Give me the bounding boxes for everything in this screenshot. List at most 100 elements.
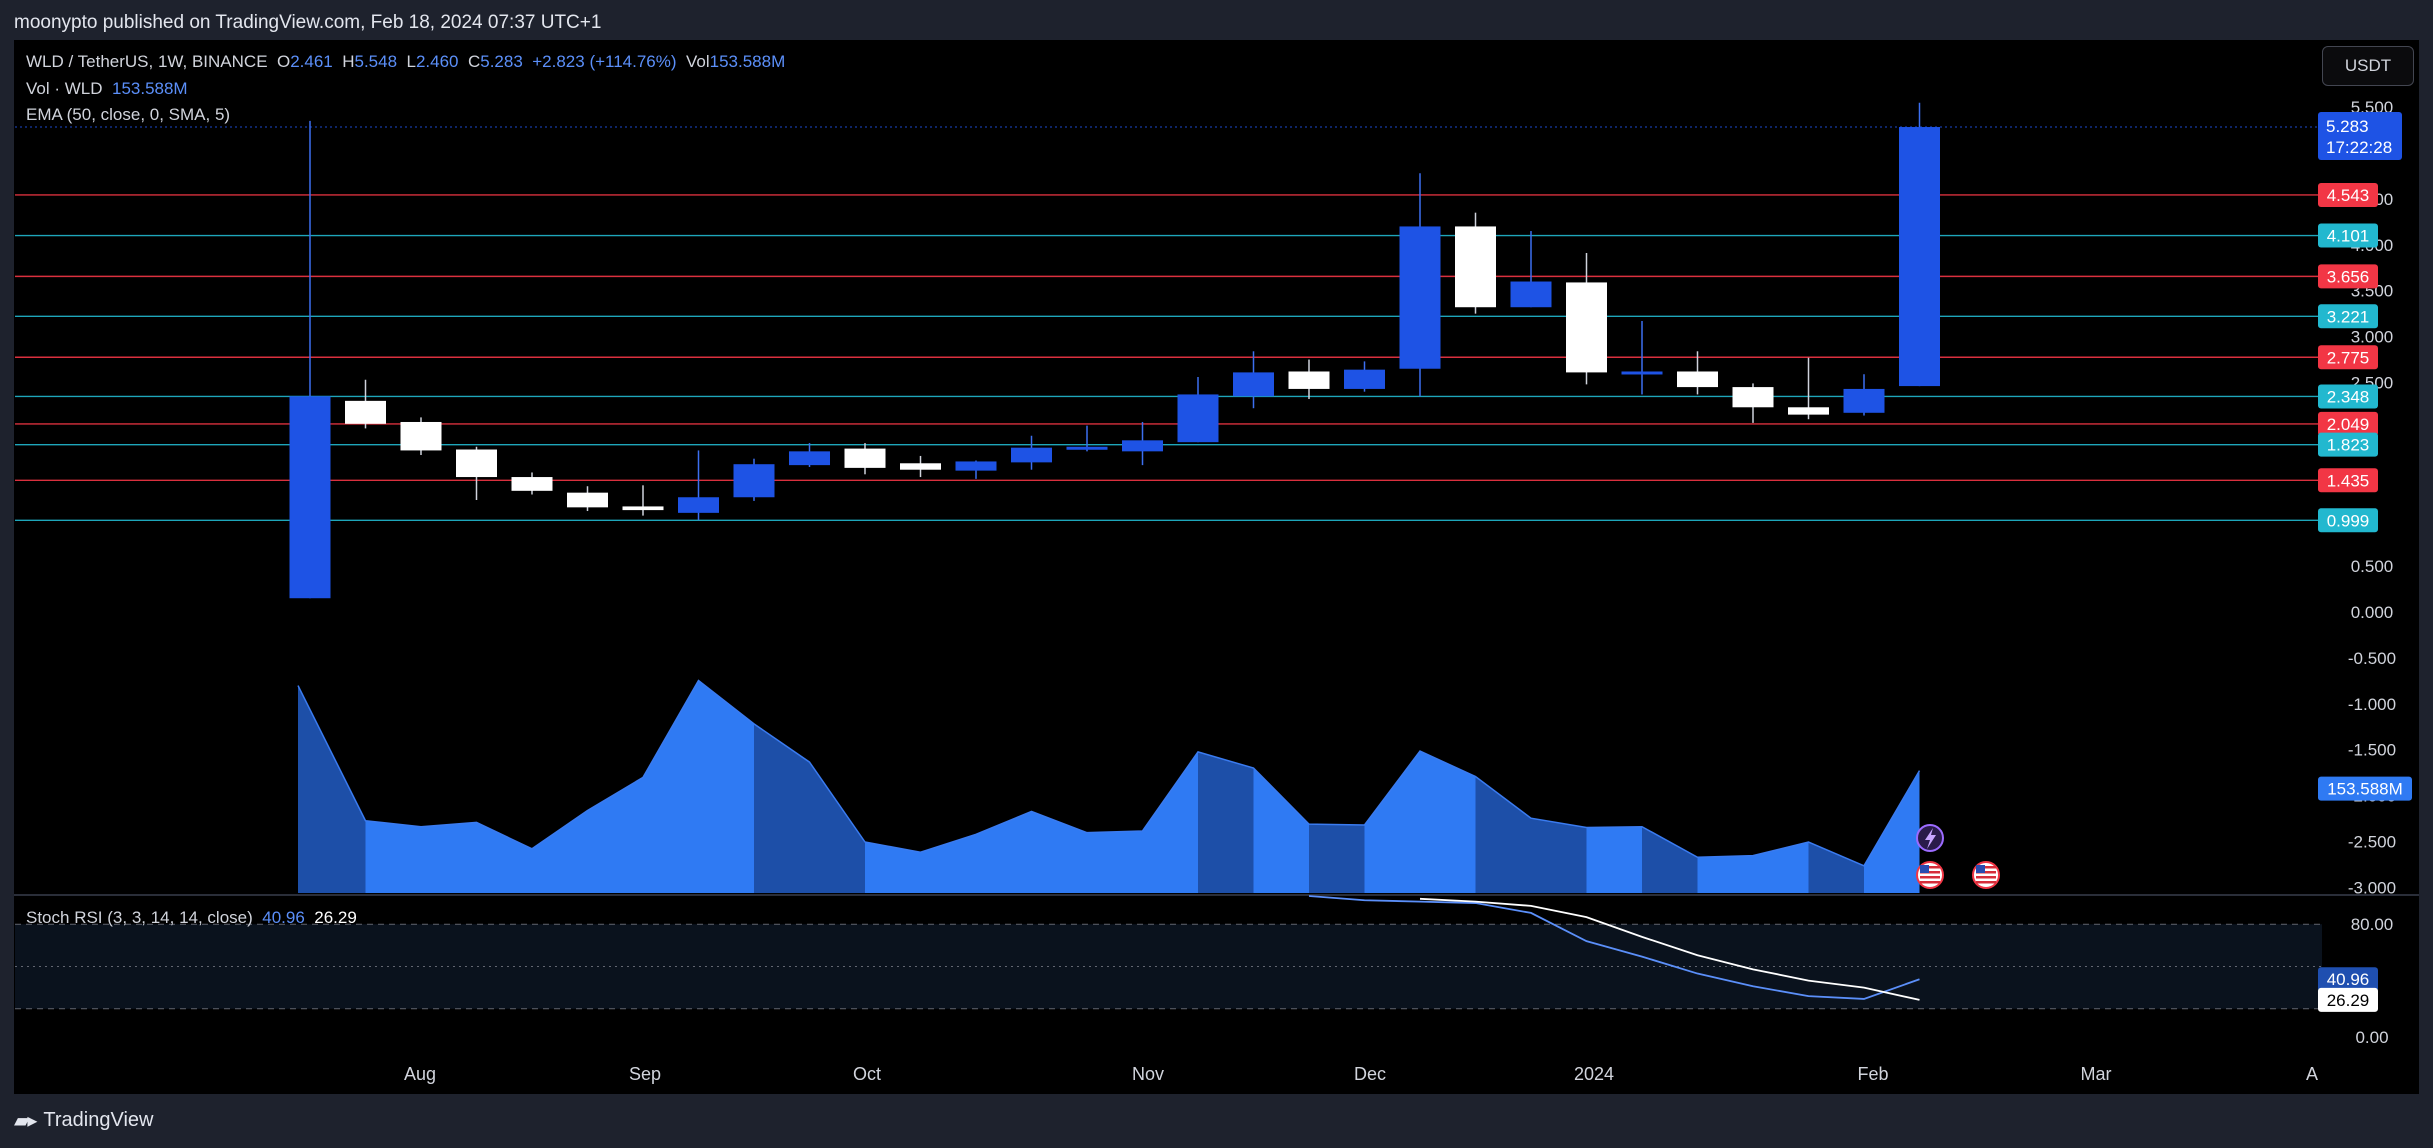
time-label-5: 2024 xyxy=(1574,1064,1614,1084)
candle-body-19 xyxy=(1344,369,1385,389)
candle-27 xyxy=(1788,357,1829,420)
volume-segment-1 xyxy=(365,820,421,893)
high-label: H xyxy=(342,52,355,71)
candle-body-3 xyxy=(456,449,497,478)
stoch-d-line xyxy=(1419,897,1920,1001)
level-tag-text-4: 2.775 xyxy=(2327,348,2370,367)
time-label-7: Mar xyxy=(2081,1064,2112,1084)
volume-segment-18 xyxy=(1309,824,1365,893)
candle-29 xyxy=(1899,102,1940,387)
candle-body-1 xyxy=(345,400,386,424)
level-tag-5: 2.348 xyxy=(2318,384,2378,409)
stoch-d-tag-bg xyxy=(2318,987,2378,1012)
stoch-tick-1: 0.00 xyxy=(2355,1028,2388,1047)
time-label-6: Feb xyxy=(1857,1064,1888,1084)
event-markers xyxy=(1916,824,2000,889)
candle-14 xyxy=(1066,425,1108,452)
level-tag-text-7: 1.823 xyxy=(2327,436,2370,455)
candle-17 xyxy=(1233,351,1274,409)
level-tag-7: 1.823 xyxy=(2318,432,2378,457)
volume-segment-7 xyxy=(698,680,754,893)
price-tick-13: -2.500 xyxy=(2348,833,2396,852)
candle-1 xyxy=(345,379,386,429)
volume-segment-25 xyxy=(1697,855,1753,893)
candle-body-14 xyxy=(1066,446,1108,450)
volume-segment-8 xyxy=(754,723,810,893)
stoch-d-tag-text: 26.29 xyxy=(2327,991,2370,1010)
level-tag-text-9: 0.999 xyxy=(2327,511,2370,530)
candle-body-20 xyxy=(1399,226,1441,369)
time-label-4: Dec xyxy=(1354,1064,1386,1084)
candle-body-22 xyxy=(1510,281,1552,308)
lightning-icon xyxy=(1916,824,1944,852)
candle-9 xyxy=(789,443,830,467)
candle-body-25 xyxy=(1677,371,1718,388)
volume-value: 153.588M xyxy=(709,52,786,71)
symbol-legend: WLD / TetherUS, 1W, BINANCE O2.461 H5.54… xyxy=(26,52,785,72)
candle-11 xyxy=(900,455,941,478)
level-tag-bg-8 xyxy=(2318,468,2378,493)
time-label-8: A xyxy=(2306,1064,2318,1084)
us-flag-icon-1 xyxy=(1972,861,2000,889)
us-flag-icon-0-stripe-0 xyxy=(1920,866,1940,869)
candles xyxy=(289,102,1940,599)
stoch-k-line xyxy=(1308,895,1920,1000)
candle-18 xyxy=(1288,359,1330,400)
volume-segment-2 xyxy=(421,822,477,893)
level-tag-bg-4 xyxy=(2318,345,2378,370)
volume-segment-6 xyxy=(643,680,699,893)
level-tag-text-5: 2.348 xyxy=(2327,387,2370,406)
candle-20 xyxy=(1399,173,1441,397)
volume-segment-9 xyxy=(809,762,865,893)
candle-8 xyxy=(733,458,775,501)
time-label-1: Sep xyxy=(629,1064,661,1084)
close-value: 5.283 xyxy=(480,52,523,71)
volume-study-legend: Vol · WLD 153.588M xyxy=(26,79,188,99)
candle-body-12 xyxy=(955,461,997,471)
candle-10 xyxy=(844,443,886,475)
candle-15 xyxy=(1122,421,1163,466)
candle-body-16 xyxy=(1177,394,1219,443)
volume-segment-17 xyxy=(1253,768,1309,893)
level-tag-9: 0.999 xyxy=(2318,508,2378,533)
tradingview-logo-icon: ▰▸ xyxy=(14,1110,37,1132)
candle-28 xyxy=(1843,374,1885,416)
candle-body-21 xyxy=(1455,226,1496,308)
candle-4 xyxy=(511,472,553,495)
candle-body-26 xyxy=(1732,387,1774,408)
ema-study-name: EMA (50, close, 0, SMA, 5) xyxy=(26,105,231,124)
candle-body-13 xyxy=(1011,447,1052,463)
volume-segment-3 xyxy=(476,822,532,893)
candle-22 xyxy=(1510,231,1552,308)
candle-13 xyxy=(1011,435,1052,470)
us-flag-icon-0 xyxy=(1916,861,1944,889)
open-value: 2.461 xyxy=(290,52,333,71)
candle-25 xyxy=(1677,351,1718,395)
volume-segment-12 xyxy=(976,811,1032,893)
volume-tag-text: 153.588M xyxy=(2327,780,2403,799)
level-tag-bg-9 xyxy=(2318,508,2378,533)
last-price-tag-value: 5.283 xyxy=(2326,117,2369,136)
candle-body-23 xyxy=(1566,282,1607,373)
us-flag-icon-1-stripe-3 xyxy=(1976,881,1996,884)
price-tick-7: 0.500 xyxy=(2351,557,2394,576)
volume-segment-24 xyxy=(1642,826,1698,893)
volume-segment-22 xyxy=(1531,818,1587,893)
volume-segment-4 xyxy=(532,810,588,893)
time-label-2: Oct xyxy=(853,1064,881,1084)
publish-header: moonypto published on TradingView.com, F… xyxy=(14,12,602,33)
stoch-study-legend: Stoch RSI (3, 3, 14, 14, close) 40.96 26… xyxy=(26,908,357,928)
price-tick-14: -3.000 xyxy=(2348,878,2396,897)
currency-button[interactable]: USDT xyxy=(2322,46,2414,86)
last-price-tag-countdown: 17:22:28 xyxy=(2326,138,2392,157)
stoch-study-name: Stoch RSI (3, 3, 14, 14, close) xyxy=(26,908,253,927)
volume-segment-27 xyxy=(1808,842,1864,893)
stoch-tick-0: 80.00 xyxy=(2351,915,2394,934)
stoch-k-value: 40.96 xyxy=(262,908,305,927)
chart-frame[interactable] xyxy=(14,40,2419,1094)
level-tag-bg-5 xyxy=(2318,384,2378,409)
volume-study-name: Vol · WLD xyxy=(26,79,103,98)
candle-body-15 xyxy=(1122,440,1163,452)
level-tag-6: 2.049 xyxy=(2318,411,2378,436)
